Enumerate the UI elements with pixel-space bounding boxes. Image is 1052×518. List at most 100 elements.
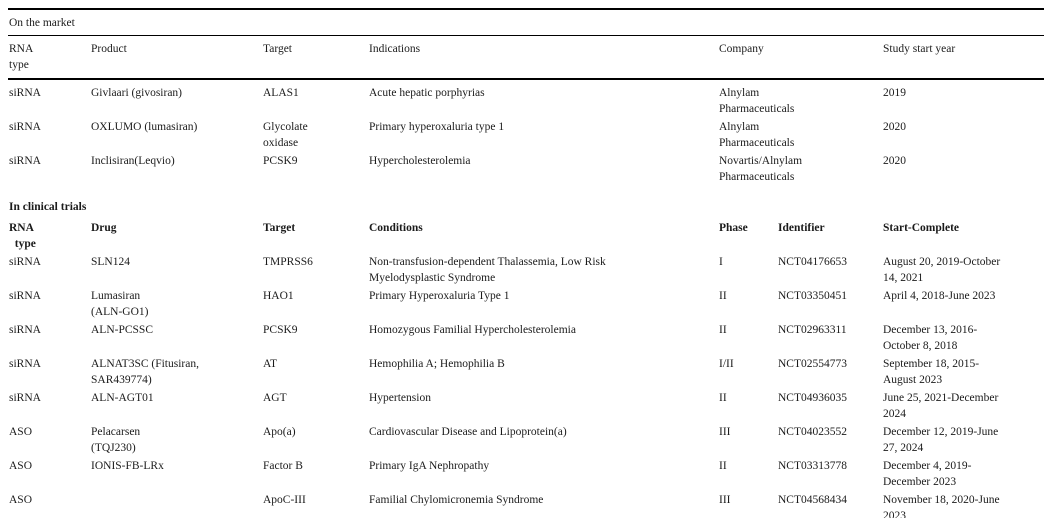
table-cell: ApoC-III <box>263 494 306 506</box>
table-cell: NCT04936035 <box>778 392 847 404</box>
table-cell: NCT02963311 <box>778 324 847 336</box>
table-row: siRNA Givlaari (givosiran) ALAS1 Acute hepa… <box>8 79 1044 118</box>
table-cell: Apo(a) <box>263 426 296 438</box>
table-row: siRNA ALNAT3SC (Fitusiran, SAR439774) AT He… <box>8 355 1044 389</box>
table-cell: Homozygous Familial Hypercholesterolemia <box>369 324 576 336</box>
table-row: siRNA Inclisiran(Leqvio) PCSK9 Hypercholest… <box>8 152 1044 186</box>
table-cell: Primary hyperoxaluria type 1 <box>369 121 505 133</box>
table-cell: Lumasiran (ALN-GO1) <box>91 290 149 318</box>
table-cell: NCT03350451 <box>778 290 847 302</box>
table-cell: Familial Chylomicronemia Syndrome <box>369 494 544 506</box>
table-cell: December 4, 2019- December 2023 <box>883 460 972 488</box>
table-cell: Primary Hyperoxaluria Type 1 <box>369 290 510 302</box>
table-row: siRNA ALN-PCSSC PCSK9 Homozygous Familial H… <box>8 321 1044 355</box>
table-cell: OXLUMO (lumasiran) <box>91 121 198 133</box>
table-cell: NCT04176653 <box>778 256 847 268</box>
table-cell: siRNA <box>9 121 41 133</box>
table-cell: ALN-PCSSC <box>91 324 153 336</box>
column-header: Target <box>263 222 296 234</box>
table-cell: Hemophilia A; Hemophilia B <box>369 358 505 370</box>
column-header: RNA type <box>8 36 90 80</box>
table-cell: ASO <box>9 426 33 438</box>
section-divider-rule <box>8 35 1044 36</box>
column-header: Study start year <box>882 36 1044 80</box>
table-cell: II <box>719 290 727 302</box>
market-table-header: RNA type Product Target Indications Company S… <box>8 36 1044 80</box>
column-header: Company <box>718 36 882 80</box>
table-cell: December 12, 2019-June 27, 2024 <box>883 426 999 454</box>
table-cell: PCSK9 <box>263 155 298 167</box>
table-cell: siRNA <box>9 290 41 302</box>
table-cell: siRNA <box>9 358 41 370</box>
column-header: Product <box>90 36 262 80</box>
market-header-row: RNA type Product Target Indications Company S… <box>8 36 1044 80</box>
market-table-body: siRNA Givlaari (givosiran) ALAS1 Acute hepa… <box>8 79 1044 186</box>
on-the-market-table: RNA type Product Target Indications Company S… <box>8 36 1044 186</box>
table-cell: III <box>719 494 731 506</box>
section-title-in-clinical-trials: In clinical trials <box>9 201 87 213</box>
column-header: Indications <box>368 36 718 80</box>
table-top-rule <box>8 8 1044 10</box>
table-cell: II <box>719 392 727 404</box>
table-cell: siRNA <box>9 256 41 268</box>
table-cell: April 4, 2018-June 2023 <box>883 290 996 302</box>
table-cell: HAO1 <box>263 290 294 302</box>
table-cell: Cardiovascular Disease and Lipoprotein(a… <box>369 426 567 438</box>
table-cell: ASO <box>9 494 33 506</box>
table-cell: August 20, 2019-October 14, 2021 <box>883 256 1001 284</box>
column-header: Drug <box>91 222 117 234</box>
table-cell: Factor B <box>263 460 303 472</box>
table-row: ASO IONIS-FB-LRx Factor B Primary IgA Nephr… <box>8 457 1044 491</box>
table-cell <box>90 491 262 518</box>
table-cell: I/II <box>719 358 734 370</box>
table-cell: September 18, 2015- August 2023 <box>883 358 980 386</box>
table-cell: TMPRSS6 <box>263 256 313 268</box>
table-cell: 2019 <box>883 87 906 99</box>
table-cell: Non-transfusion-dependent Thalassemia, L… <box>369 256 606 284</box>
table-cell: June 25, 2021-December 2024 <box>883 392 999 420</box>
table-cell: SLN124 <box>91 256 130 268</box>
table-cell: ALAS1 <box>263 87 299 99</box>
table-cell: III <box>719 426 731 438</box>
table-cell: December 13, 2016- October 8, 2018 <box>883 324 978 352</box>
table-cell: 2020 <box>883 121 906 133</box>
table-cell: NCT04568434 <box>778 494 847 506</box>
column-header: Target <box>262 36 368 80</box>
table-cell: PCSK9 <box>263 324 298 336</box>
table-cell: November 18, 2020-June 2023 <box>883 494 1000 518</box>
table-cell: ALNAT3SC (Fitusiran, SAR439774) <box>91 358 199 386</box>
table-cell: Glycolate oxidase <box>263 121 308 149</box>
table-cell: Alnylam Pharmaceuticals <box>719 121 795 149</box>
table-cell: siRNA <box>9 87 41 99</box>
column-header: RNA type <box>9 222 36 250</box>
table-row: siRNA Lumasiran (ALN-GO1) HAO1 Primary Hype… <box>8 287 1044 321</box>
table-cell: AT <box>263 358 278 370</box>
table-cell: ASO <box>9 460 33 472</box>
table-row: ASO Pelacarsen (TQJ230) Apo(a) Cardiovascul… <box>8 423 1044 457</box>
trials-header-row: RNA type Drug Target Conditions Phase Identif… <box>8 219 1044 253</box>
table-row: siRNA ALN-AGT01 AGT Hypertension II NCT049360… <box>8 389 1044 423</box>
table-cell: siRNA <box>9 155 41 167</box>
table-cell: siRNA <box>9 324 41 336</box>
column-header: Identifier <box>778 222 825 234</box>
table-cell: Inclisiran(Leqvio) <box>91 155 175 167</box>
column-header: Phase <box>719 222 748 234</box>
column-header: Start-Complete <box>883 222 960 234</box>
table-cell: Pelacarsen (TQJ230) <box>91 426 141 454</box>
trials-table-body: siRNA SLN124 TMPRSS6 Non-transfusion-depend… <box>8 253 1044 518</box>
table-cell: II <box>719 324 727 336</box>
table-cell: Alnylam Pharmaceuticals <box>719 87 795 115</box>
clinical-trials-table: RNA type Drug Target Conditions Phase Identif… <box>8 219 1044 518</box>
table-row: siRNA SLN124 TMPRSS6 Non-transfusion-depend… <box>8 253 1044 287</box>
table-cell: siRNA <box>9 392 41 404</box>
table-cell: Novartis/Alnylam Pharmaceuticals <box>719 155 803 183</box>
table-cell: Givlaari (givosiran) <box>91 87 183 99</box>
table-cell: NCT03313778 <box>778 460 847 472</box>
table-cell: IONIS-FB-LRx <box>91 460 164 472</box>
table-cell: NCT02554773 <box>778 358 847 370</box>
table-cell: ALN-AGT01 <box>91 392 154 404</box>
table-row: siRNA OXLUMO (lumasiran) Glycolate oxidase… <box>8 118 1044 152</box>
section-title-on-the-market: On the market <box>9 17 75 29</box>
table-cell: AGT <box>263 392 287 404</box>
